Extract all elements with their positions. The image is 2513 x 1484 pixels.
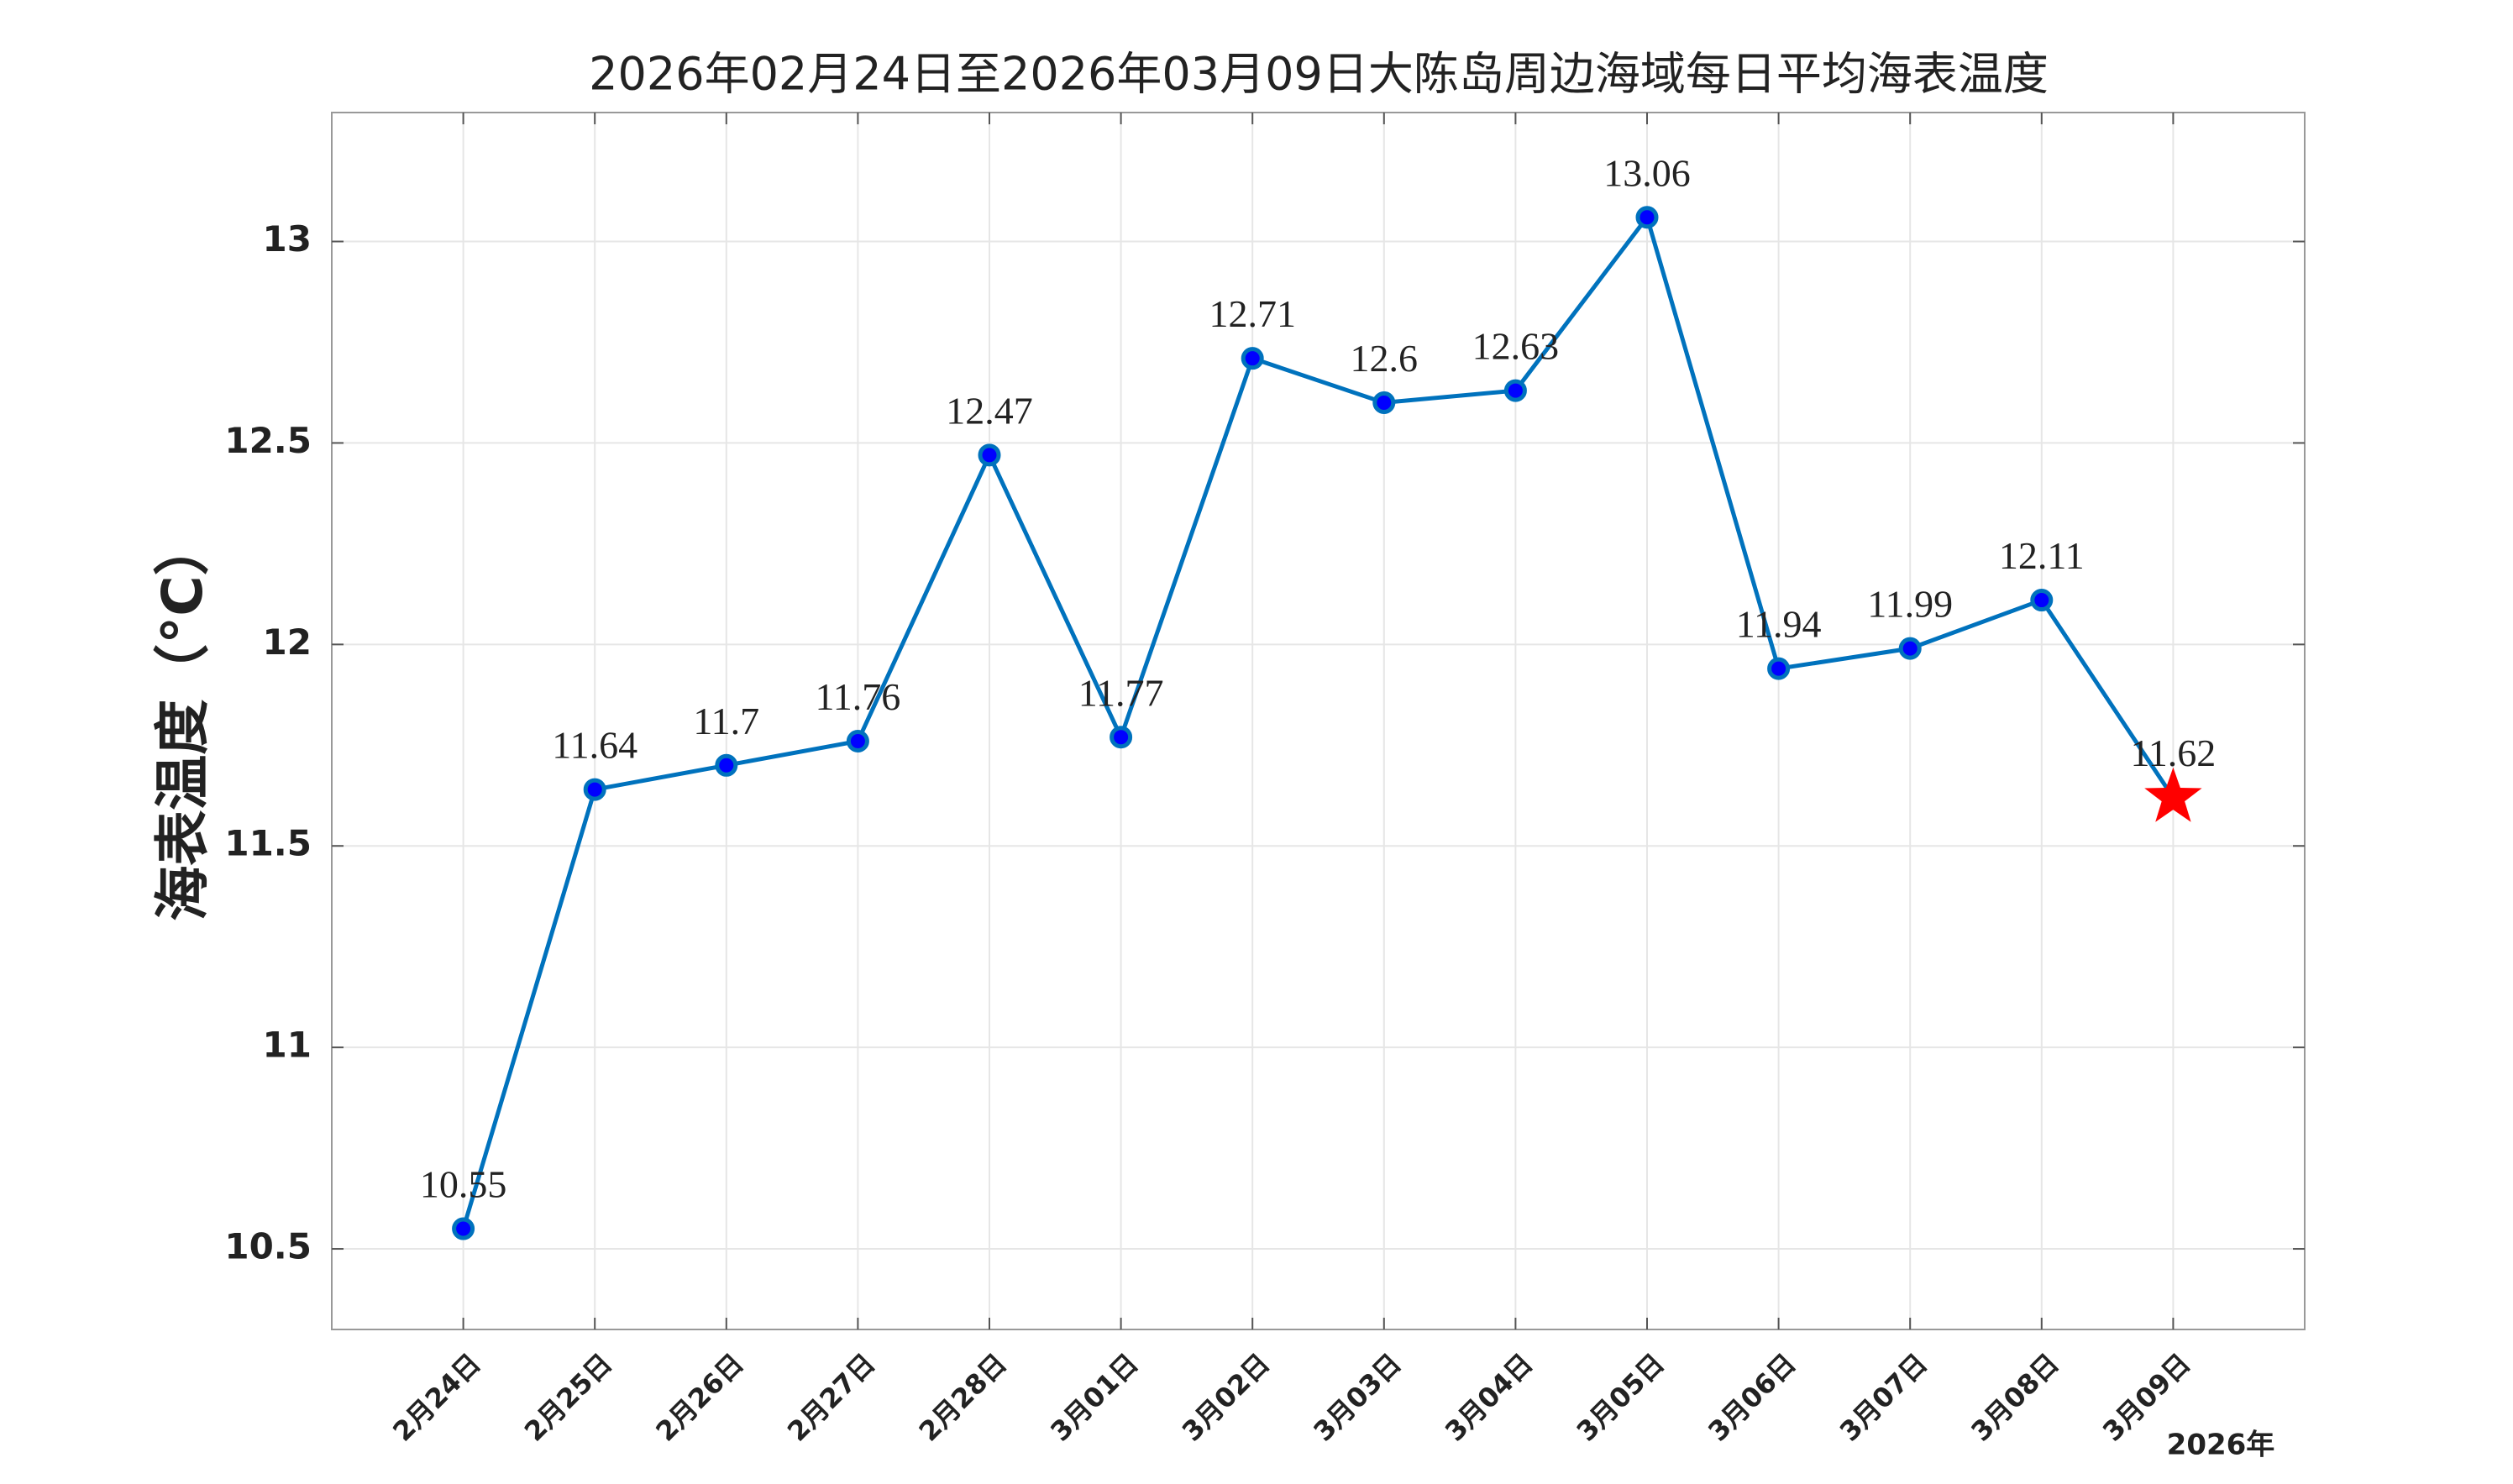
data-label: 13.06 — [1603, 151, 1691, 194]
data-label: 12.71 — [1209, 292, 1296, 335]
data-label: 11.7 — [693, 700, 759, 742]
chart-title: 2026年02月24日至2026年03月09日大陈岛周边海域每日平均海表温度 — [589, 48, 2049, 101]
marker — [1372, 391, 1396, 414]
marker — [583, 778, 606, 801]
y-tick-label: 11 — [263, 1025, 312, 1066]
y-tick-label: 11.5 — [224, 823, 312, 864]
data-label: 11.99 — [1867, 583, 1953, 626]
marker — [1241, 347, 1264, 370]
data-label: 10.55 — [420, 1163, 507, 1206]
data-label: 12.11 — [1999, 534, 2085, 577]
data-label: 12.63 — [1472, 325, 1560, 368]
y-tick-label: 10.5 — [224, 1226, 312, 1267]
marker — [2030, 589, 2054, 612]
marker — [1503, 379, 1527, 402]
data-label: 11.77 — [1078, 671, 1164, 714]
data-label: 12.6 — [1351, 337, 1419, 380]
marker — [1110, 726, 1133, 749]
y-axis-label: 海表温度（°C） — [150, 520, 215, 920]
line — [461, 212, 2175, 1230]
data-label: 11.62 — [2131, 732, 2217, 774]
data-label: 11.94 — [1736, 603, 1822, 646]
y-tick-label: 12.5 — [224, 420, 312, 461]
marker — [1767, 657, 1791, 680]
marker — [846, 729, 869, 752]
plot-area — [331, 112, 2306, 1330]
data-label: 11.64 — [552, 724, 637, 767]
x-note: 2026年 — [2167, 1429, 2275, 1462]
marker — [452, 1217, 475, 1240]
marker — [715, 753, 738, 777]
data-label: 12.47 — [946, 389, 1033, 432]
marker — [978, 443, 1001, 467]
data-label: 11.76 — [816, 675, 901, 718]
marker — [1898, 637, 1922, 660]
marker — [1635, 206, 1659, 229]
highlight-marker — [2144, 767, 2202, 822]
y-tick-label: 12 — [263, 621, 312, 663]
y-tick-label: 13 — [263, 218, 312, 260]
